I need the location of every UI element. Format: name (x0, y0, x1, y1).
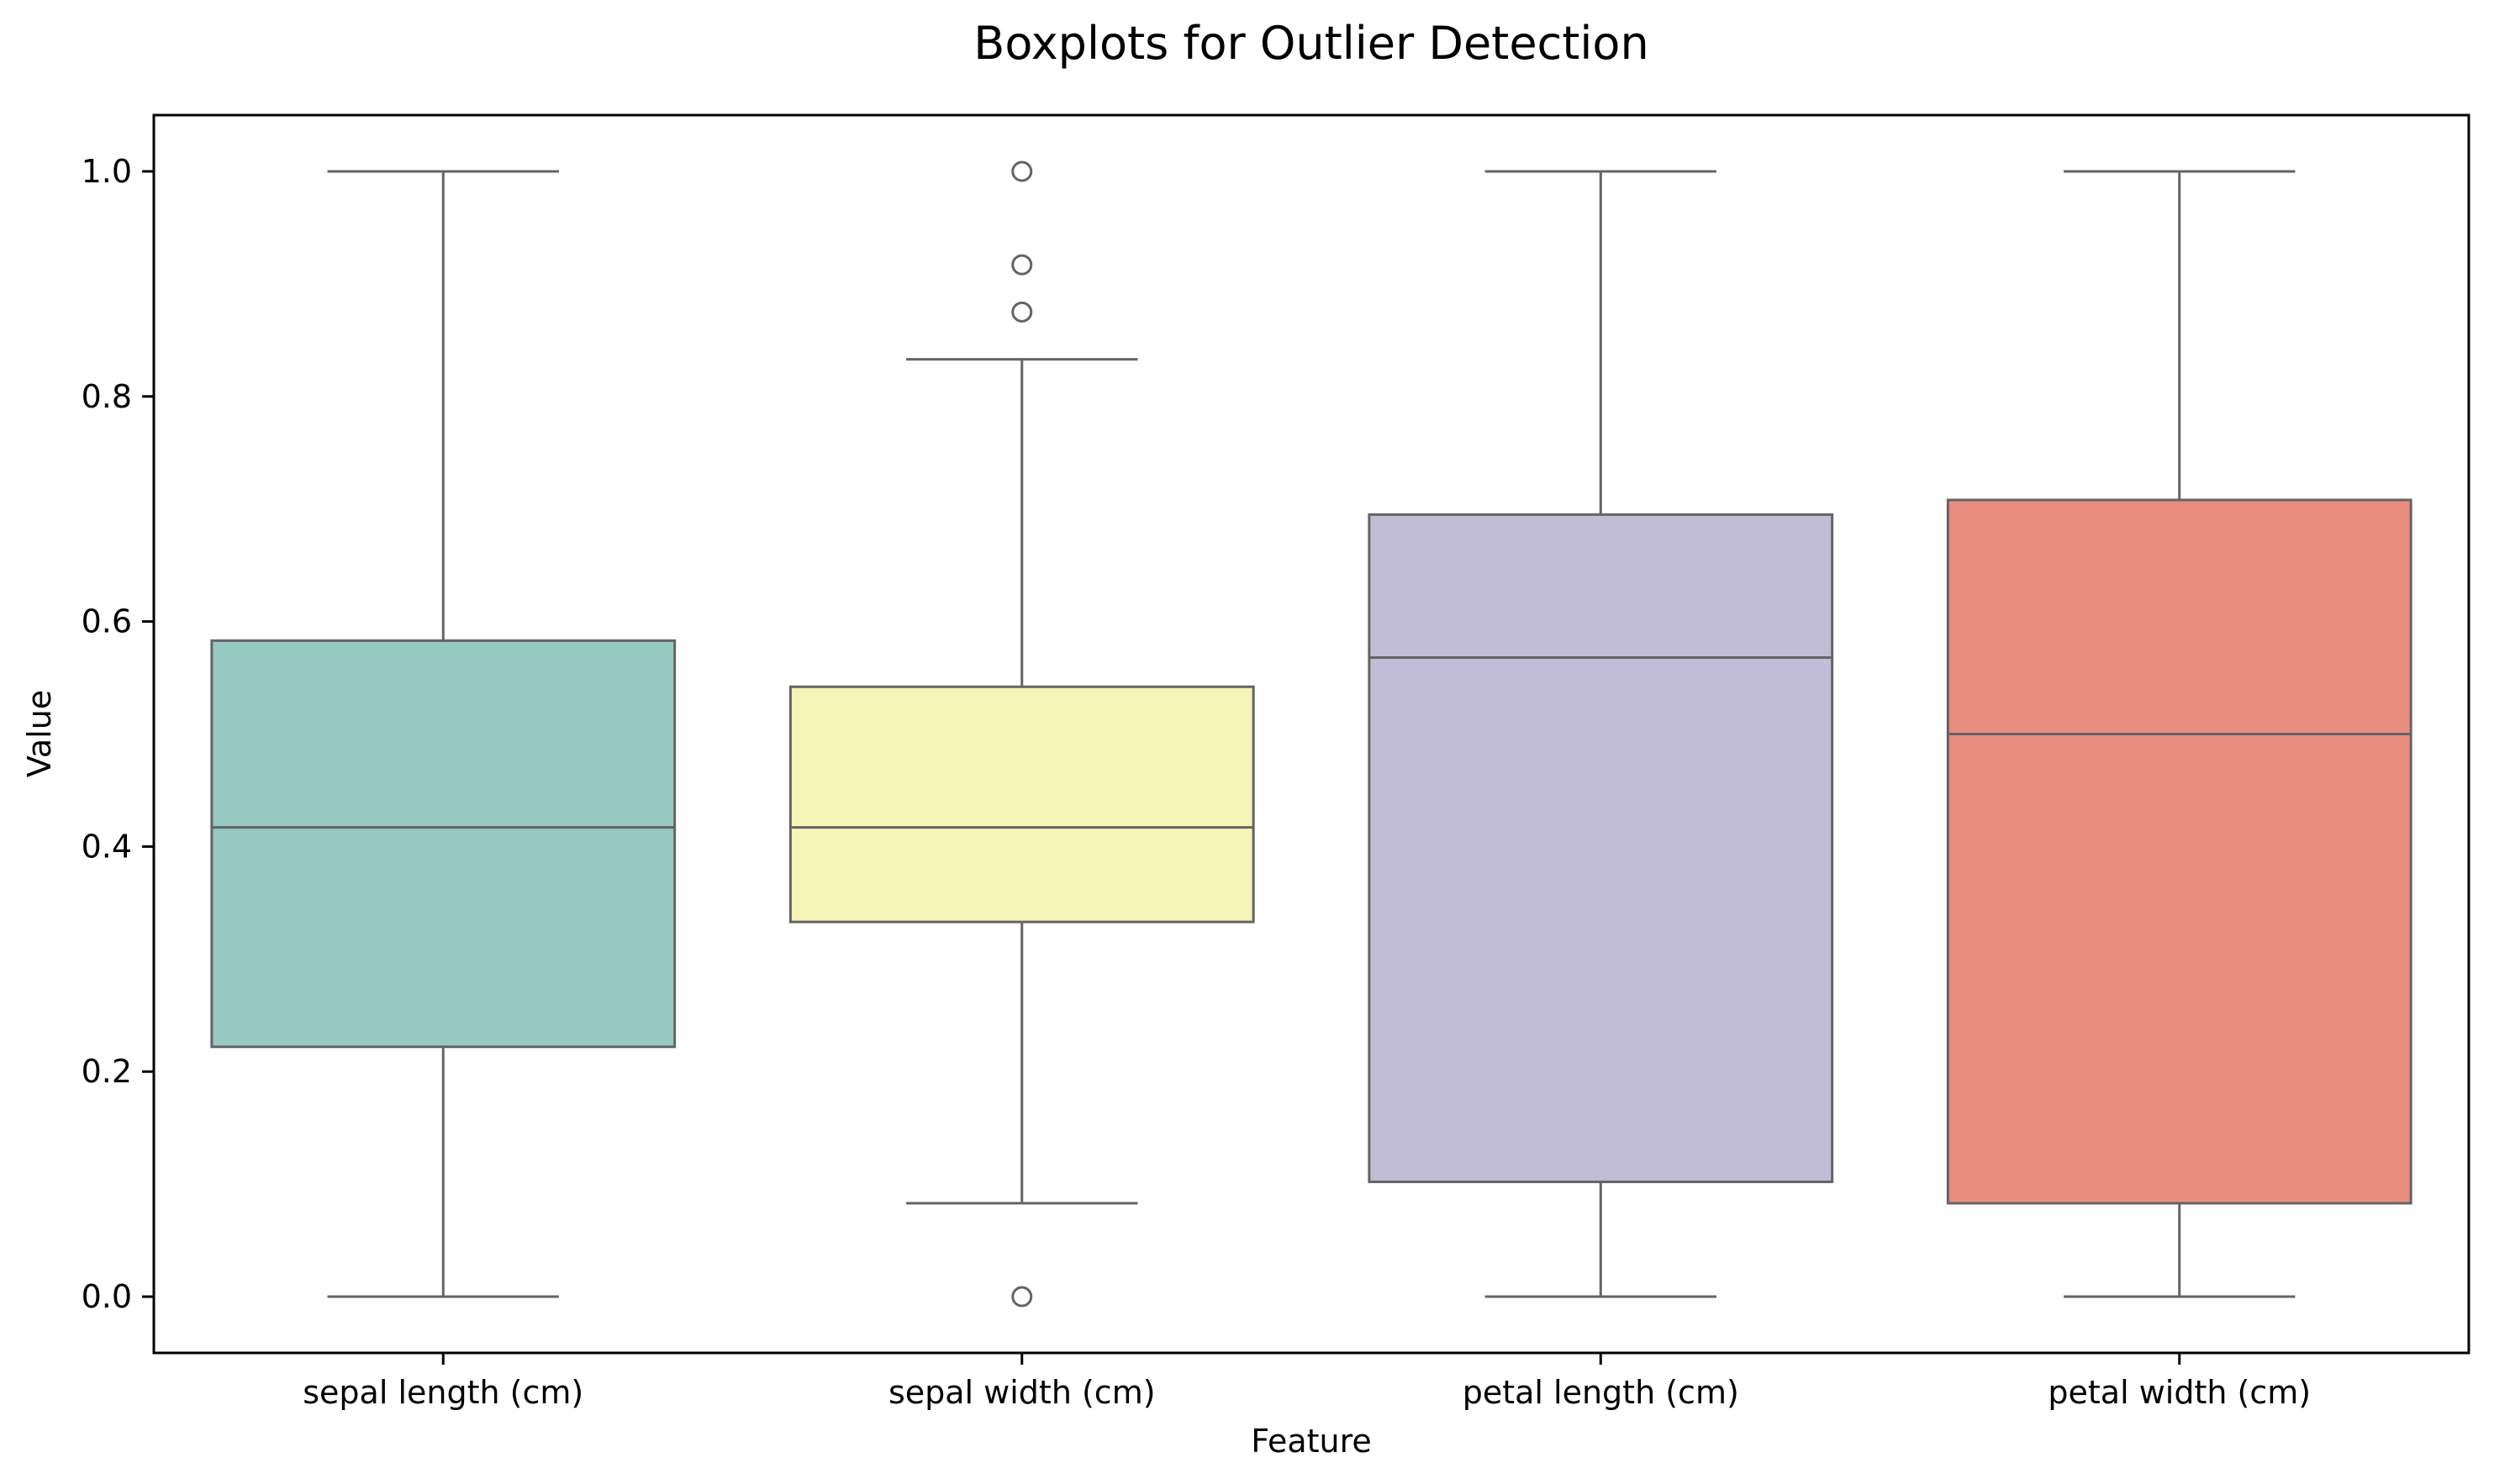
y-tick-label: 0.2 (82, 1053, 132, 1090)
x-tick-label: petal width (cm) (2048, 1374, 2311, 1411)
x-tick-label: sepal width (cm) (888, 1374, 1156, 1411)
box-iqr (1368, 513, 1834, 1183)
outlier-point (1011, 161, 1033, 182)
y-tick-label: 0.4 (82, 828, 132, 865)
axes-frame (152, 113, 2470, 1355)
outlier-point (1011, 301, 1033, 323)
outlier-point (1011, 1286, 1033, 1308)
outlier-point (1011, 254, 1033, 276)
chart-title: Boxplots for Outlier Detection (973, 17, 1648, 70)
box-iqr (1946, 498, 2412, 1205)
y-axis-label: Value (21, 690, 58, 777)
x-axis-label: Feature (1251, 1423, 1372, 1460)
plot-area (210, 161, 2412, 1308)
y-tick-label: 1.0 (82, 153, 132, 190)
box-group (1368, 170, 1834, 1298)
box-group (210, 170, 677, 1298)
y-tick-label: 0.0 (82, 1278, 132, 1315)
box-group (788, 161, 1255, 1308)
box-iqr (210, 639, 677, 1049)
x-tick-label: sepal length (cm) (303, 1374, 583, 1411)
box-iqr (788, 685, 1255, 924)
box-group (1946, 170, 2412, 1298)
y-tick-label: 0.6 (82, 603, 132, 640)
x-tick-label: petal length (cm) (1463, 1374, 1739, 1411)
y-tick-label: 0.8 (82, 378, 132, 415)
